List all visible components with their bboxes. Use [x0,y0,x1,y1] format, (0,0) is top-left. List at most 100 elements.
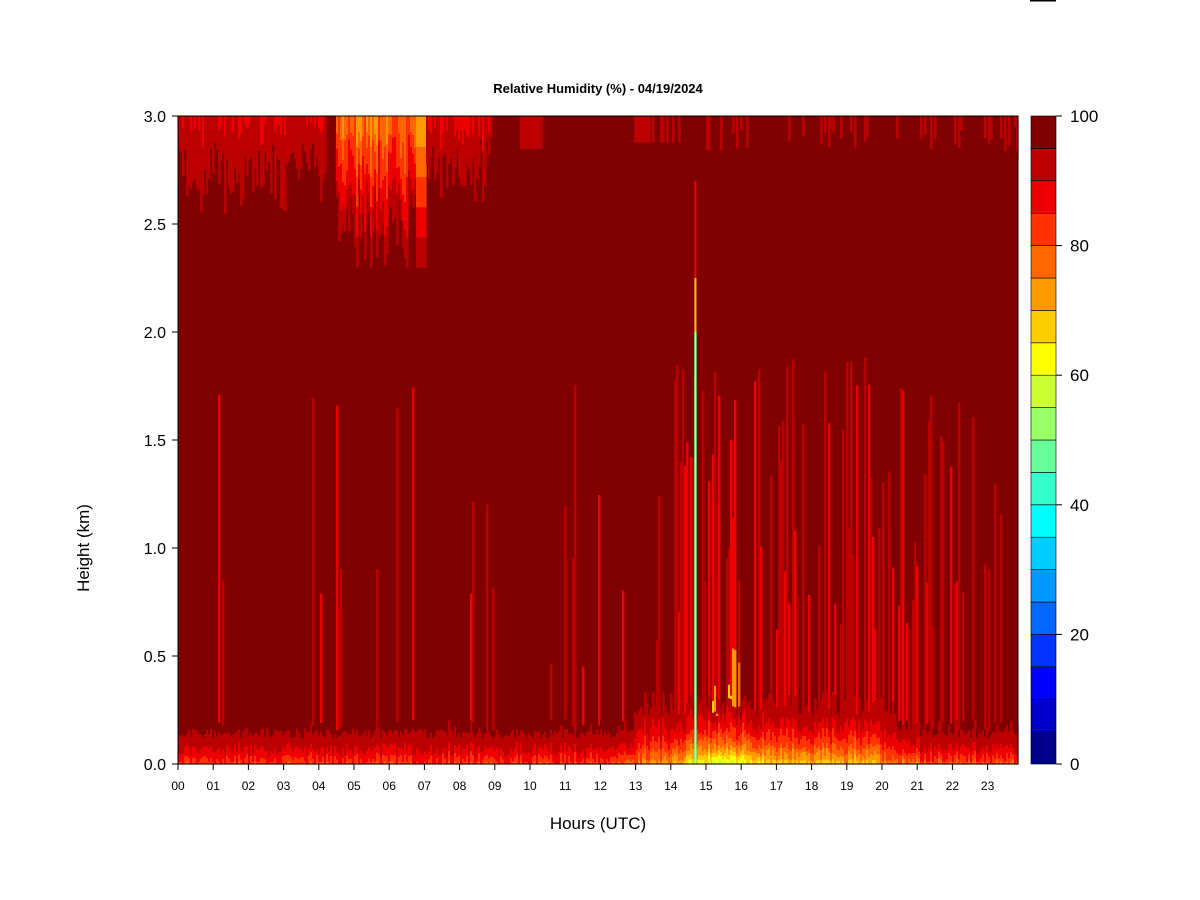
field-cell [210,741,213,747]
field-cell [476,752,479,756]
field-cell [796,710,799,722]
field-cell [890,752,893,758]
field-cell [294,130,297,145]
field-cell [792,742,795,749]
field-cell [880,710,883,721]
field-cell [796,742,799,749]
field-cell [544,743,547,749]
field-cell [308,142,311,157]
field-cell [214,754,217,759]
field-cell [420,236,423,268]
field-column [464,116,467,765]
field-cell [386,225,389,255]
field-cell [640,122,643,130]
field-cell [484,167,487,186]
field-cell [648,141,651,149]
field-cell [630,751,633,755]
field-cell [342,731,345,739]
field-cell [730,440,733,700]
field-cell [356,746,359,751]
field-cell [336,405,339,731]
field-cell [714,748,717,753]
field-cell [504,728,507,737]
field-cell [388,736,391,744]
field-cell [706,726,709,736]
field-cell [230,728,233,737]
field-cell [256,744,259,749]
field-cell [762,759,765,765]
field-cell [500,736,503,743]
field-cell [616,748,619,753]
field-cell [804,735,807,742]
field-cell [806,746,809,752]
field-cell [248,758,251,762]
field-cell [674,738,677,745]
field-cell [252,746,255,751]
field-cell [430,748,433,753]
field-cell [522,754,525,759]
field-cell [678,116,681,124]
field-cell [226,744,229,749]
field-cell [432,747,435,752]
field-cell [480,757,483,762]
field-cell [760,747,763,753]
field-cell [858,759,861,765]
field-cell [842,712,845,714]
field-cell [626,738,629,744]
field-cell [732,735,735,742]
field-cell [268,727,271,729]
field-cell [868,756,871,761]
field-cell [478,135,481,147]
field-cell [294,158,297,174]
field-cell [290,116,293,126]
field-cell [566,753,569,758]
field-cell [828,755,831,761]
field-cell [604,757,607,762]
field-cell [294,736,297,742]
field-cell [216,124,219,134]
field-cell [246,760,249,765]
field-cell [248,116,251,126]
field-cell [482,133,485,151]
field-cell [456,741,459,748]
field-cell [798,723,801,732]
field-cell [390,170,393,190]
field-cell [372,745,375,750]
field-cell [200,752,203,757]
field-cell [710,721,713,731]
field-cell [480,127,483,135]
field-cell [660,128,663,137]
field-column [706,116,709,765]
field-cell [292,731,295,739]
field-cell [206,720,209,730]
field-cell [406,720,409,731]
field-column [756,715,759,765]
field-cell [284,723,287,725]
field-cell [434,128,437,142]
field-cell [834,694,837,710]
field-cell [882,760,885,765]
field-cell [486,730,489,739]
field-cell [316,747,319,752]
field-cell [200,733,203,741]
field-cell [550,742,553,748]
field-column [620,721,623,765]
field-cell [560,744,563,750]
field-cell [342,747,345,753]
field-cell [364,747,367,752]
field-cell [238,742,241,748]
field-cell [432,730,435,738]
field-cell [886,729,889,739]
field-cell [320,757,323,762]
field-cell [836,723,839,732]
field-cell [402,726,405,727]
field-cell [582,755,585,759]
field-column [636,116,639,765]
field-cell [750,707,753,709]
field-column [480,116,483,765]
field-cell [222,125,225,135]
field-cell [462,760,465,765]
field-cell [342,723,345,732]
field-cell [244,139,247,149]
field-column [226,116,229,765]
